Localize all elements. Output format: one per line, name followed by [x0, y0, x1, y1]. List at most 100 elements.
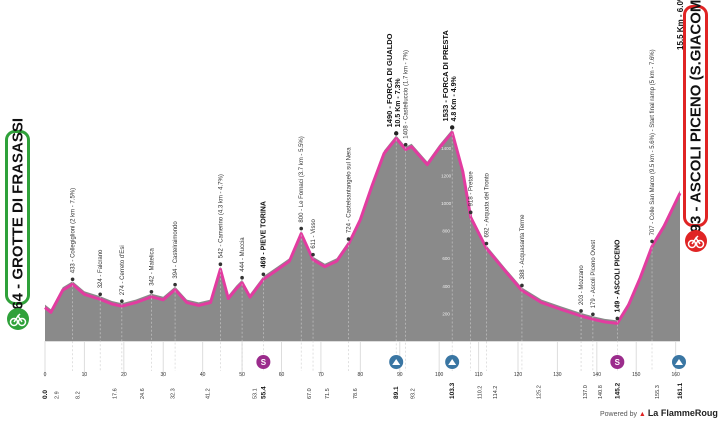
km-label: 24.6	[140, 388, 146, 399]
km-label: 140.8	[598, 385, 604, 399]
km-label: 0.0	[42, 390, 49, 399]
location-name: 611 - Visso	[311, 219, 317, 249]
location-dot	[468, 210, 473, 215]
sprint-glyph: S	[615, 358, 621, 367]
altitude-tick: 1400	[441, 146, 452, 151]
km-gridlines: 0 10 20 30 40 50 60 70 80 90 100 110 120 130 140 150 160	[44, 340, 680, 378]
location-name: 342 - Matelica	[149, 247, 155, 285]
km-label: 8.2	[75, 391, 81, 399]
sprint-badge	[610, 355, 625, 369]
km-label: 67.0	[307, 388, 313, 399]
sprint-icon: S	[256, 355, 271, 369]
km-label: 41.2	[205, 388, 211, 399]
location-name: 179 - Ascoli Piceno Ovest	[591, 240, 597, 309]
location-name: 800 - Le Fornaci (3.7 km - 5.5%)	[299, 136, 305, 222]
summit-dot	[449, 125, 455, 130]
km-label: 161.1	[677, 382, 684, 399]
km-labels: 0.0 2.9 8.2 17.6 24.6 32.3 41.2 53.1 55.4 67.0 71.…	[42, 382, 684, 399]
mountain-glyph	[392, 359, 401, 365]
location-name: 692 - Arquata del Tronto	[484, 172, 490, 237]
km-label: 155.3	[655, 385, 661, 399]
location-dot	[98, 292, 102, 297]
start-cyclist-icon	[7, 308, 29, 330]
altitude-ticks: 200 400 600 800 1000 1200 1400	[441, 146, 452, 317]
start-name: 264 - GROTTE DI FRASASSI	[9, 117, 26, 318]
finish-cyclist-icon	[685, 230, 707, 252]
location-name: 542 - Camerino (4.3 km - 4.7%)	[218, 174, 224, 258]
profile-area	[45, 129, 680, 341]
powered-by-text: Powered by	[600, 411, 637, 418]
km-axis-tick: 10	[82, 372, 88, 378]
location-dot	[403, 142, 408, 147]
location-dot	[240, 275, 244, 280]
altitude-tick: 1000	[441, 201, 452, 206]
km-label: 55.4	[260, 386, 267, 399]
km-axis-tick: 30	[160, 372, 166, 378]
altitude-tick: 1200	[441, 173, 452, 178]
location-dot	[173, 282, 177, 287]
location-dot	[149, 290, 154, 294]
final-climb-note: 15.5 Km - 6.0%	[676, 0, 685, 50]
km-axis-tick: 40	[200, 372, 206, 378]
summit-name: 1533 - FORCA DI PRESTA	[441, 30, 450, 122]
kom-icon	[445, 355, 460, 369]
start-label: 264 - GROTTE DI FRASASSI	[5, 117, 30, 318]
location-dot	[120, 299, 124, 303]
location-name: 274 - Cerreto d'Esi	[120, 245, 126, 295]
sprint-badge	[256, 355, 271, 369]
summits: 1490 - FORCA DI GUALDO 10.5 Km - 7.3% 1533…	[385, 30, 458, 371]
location-name: 707 - Colle San Marco (9.5 km - 5.6%) - …	[650, 49, 656, 235]
km-label: 89.1	[393, 386, 400, 399]
location-name: 469 - PIEVE TORINA	[260, 201, 267, 268]
footer: Powered by ▲ La FlammeRouge	[600, 408, 718, 418]
kom-icon	[389, 355, 404, 369]
km-axis-tick: 20	[121, 372, 127, 378]
location-name: 724 - Castelsantangelo sul Nera	[347, 147, 353, 233]
location-name: 918 - Pretare	[469, 171, 475, 207]
km-label: 53.1	[252, 388, 258, 399]
summit-detail: 4.8 Km - 4.9%	[451, 76, 458, 122]
location-dot	[299, 226, 304, 231]
km-axis-tick: 50	[239, 372, 245, 378]
km-label: 78.6	[353, 388, 359, 399]
location-dot	[70, 277, 75, 282]
km-label: 103.3	[449, 382, 456, 399]
location-dot	[484, 241, 489, 246]
location-dot	[591, 312, 595, 317]
km-label: 125.2	[536, 385, 542, 399]
brand-name: La FlammeRouge	[647, 408, 718, 418]
km-label: 114.2	[493, 386, 499, 399]
location-name: 433 - Collegiglioni (2 km - 7.5%)	[71, 188, 77, 273]
location-name: 1408 - Castelluccio (1.7 km - 7%)	[404, 50, 410, 139]
kom-icon	[672, 355, 686, 369]
locations: 433 - Collegiglioni (2 km - 7.5%) 324 - F…	[71, 49, 656, 371]
km-axis-tick: 160	[671, 372, 680, 378]
location-dot	[520, 283, 524, 288]
finish-name: 1093 - ASCOLI PICENO (S.GIACOMO)	[687, 0, 704, 250]
location-dot	[650, 239, 654, 244]
altitude-tick: 600	[442, 256, 450, 261]
location-name: 444 - Muccia	[240, 237, 246, 272]
finish-label: 1093 - ASCOLI PICENO (S.GIACOMO)	[683, 0, 708, 249]
km-axis-tick: 70	[318, 372, 324, 378]
km-axis-tick: 150	[632, 372, 641, 378]
location-dot	[346, 237, 351, 241]
location-dot	[218, 262, 223, 267]
km-label: 17.6	[112, 388, 118, 399]
location-dot	[615, 316, 620, 321]
location-dot	[261, 272, 266, 277]
altitude-tick: 200	[442, 311, 450, 316]
location-name: 394 - Castelraimondo	[173, 221, 179, 279]
km-axis-tick: 80	[358, 372, 364, 378]
km-axis-tick: 100	[435, 372, 444, 378]
km-label: 2.9	[54, 391, 60, 399]
altitude-tick: 400	[442, 284, 450, 289]
location-name: 149 - ASCOLI PICENO	[614, 239, 621, 312]
summit-detail: 10.5 Km - 7.3%	[395, 78, 402, 128]
mountain-glyph	[675, 359, 683, 365]
km-axis-tick: 120	[514, 372, 523, 378]
km-label: 71.5	[325, 388, 331, 399]
flamme-icon: ▲	[638, 411, 646, 418]
mountain-glyph	[448, 359, 457, 365]
